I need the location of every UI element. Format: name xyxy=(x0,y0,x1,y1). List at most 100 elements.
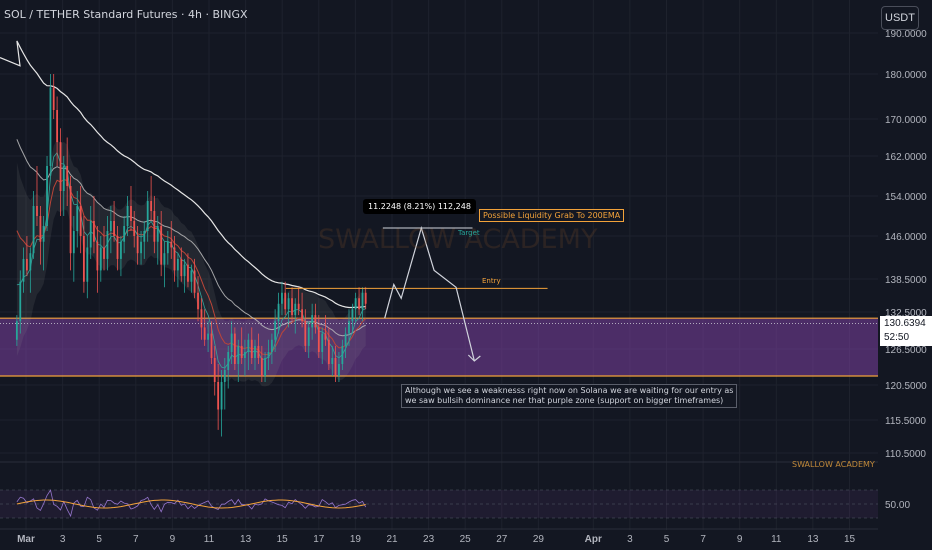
candle xyxy=(217,364,220,430)
candle-body xyxy=(52,87,55,110)
chart-title: SOL / TETHER Standard Futures · 4h · BIN… xyxy=(4,8,248,21)
candle-body xyxy=(354,298,357,310)
candle-body xyxy=(133,221,136,236)
candle xyxy=(163,241,166,288)
time-tick-label: 11 xyxy=(771,534,782,545)
candle-body xyxy=(190,270,193,282)
candle-body xyxy=(223,370,226,382)
candle xyxy=(66,137,69,206)
candle xyxy=(36,166,38,226)
candle xyxy=(166,231,169,265)
candle-body xyxy=(166,241,169,254)
time-tick-label: 27 xyxy=(496,534,508,545)
candle-body xyxy=(42,226,45,242)
candle-body xyxy=(220,382,223,410)
candle-body xyxy=(72,231,75,254)
candle xyxy=(277,292,280,334)
candle xyxy=(197,276,199,322)
candle xyxy=(187,253,189,288)
watermark-small: SWALLOW ACADEMY xyxy=(792,460,875,469)
candle xyxy=(173,236,176,282)
candle-body xyxy=(344,333,347,346)
candle xyxy=(203,309,206,346)
entry-label: Entry xyxy=(482,277,501,285)
candle xyxy=(227,345,230,389)
candle-body xyxy=(109,221,112,231)
candle xyxy=(254,339,256,370)
candle xyxy=(314,303,317,334)
candle-body xyxy=(233,333,236,364)
candle-body xyxy=(244,352,246,358)
candle xyxy=(250,327,253,364)
candle xyxy=(301,292,303,328)
candle-body xyxy=(230,333,233,352)
candle-body xyxy=(39,216,42,242)
candle-body xyxy=(56,110,59,143)
candle xyxy=(338,352,340,382)
candle xyxy=(69,176,72,271)
candle-body xyxy=(240,345,243,358)
candle-body xyxy=(324,333,327,340)
candle-body xyxy=(146,201,149,231)
candle xyxy=(15,315,18,346)
projection-drawing xyxy=(0,225,878,362)
candle xyxy=(364,287,367,310)
price-tick-label: 180.0000 xyxy=(885,70,927,81)
candle-body xyxy=(62,166,65,191)
price-tick-label: 190.0000 xyxy=(885,29,927,40)
candle xyxy=(160,211,163,277)
candle-body xyxy=(180,258,183,277)
candle xyxy=(76,191,79,248)
current-price: 130.6394 xyxy=(884,318,926,329)
candle xyxy=(49,74,52,176)
candle xyxy=(26,236,28,277)
candle-body xyxy=(237,345,240,364)
ema-100-line xyxy=(16,139,366,337)
candle-body xyxy=(163,253,166,265)
candle-body xyxy=(99,247,102,271)
candle-body xyxy=(301,309,303,322)
candle xyxy=(133,211,136,248)
candle-body xyxy=(364,292,367,304)
candle-body xyxy=(22,258,25,282)
candle xyxy=(223,358,226,410)
rsi-ma-line xyxy=(16,499,366,509)
ema-200-line xyxy=(0,40,366,309)
candle xyxy=(82,216,85,293)
candle xyxy=(99,236,102,282)
price-tick-label: 115.5000 xyxy=(885,416,926,427)
time-tick-label: 9 xyxy=(170,534,176,545)
candle-body xyxy=(317,327,320,352)
candle xyxy=(294,298,297,334)
candle-body xyxy=(79,206,82,236)
candle xyxy=(244,339,246,376)
current-price-tag: 130.6394 52:50 xyxy=(880,316,932,346)
candle xyxy=(52,74,55,119)
candle-body xyxy=(254,345,256,358)
currency-button[interactable]: USDT xyxy=(881,6,919,30)
candle xyxy=(46,156,48,231)
candle xyxy=(341,339,344,370)
candle xyxy=(237,339,240,382)
watermark: SWALLOW ACADEMY xyxy=(318,224,598,255)
analysis-note: Although we see a weaknesss right now on… xyxy=(401,384,738,408)
candle-body xyxy=(247,339,250,352)
candle xyxy=(32,191,35,259)
measure-label: 11.2248 (8.21%) 112,248 xyxy=(363,199,476,214)
candle xyxy=(183,258,186,293)
candle xyxy=(281,281,283,316)
candle-body xyxy=(304,321,307,346)
candle-body xyxy=(294,303,297,316)
candle xyxy=(344,327,347,358)
time-tick-label: 7 xyxy=(700,534,706,545)
grid-lines xyxy=(0,0,878,530)
candle xyxy=(140,231,142,265)
candle-body xyxy=(106,231,109,259)
candle-body xyxy=(86,247,89,282)
candle-body xyxy=(358,298,360,310)
candle xyxy=(86,236,89,299)
candle-body xyxy=(156,226,159,242)
candle-body xyxy=(267,352,270,358)
candle xyxy=(143,221,146,259)
